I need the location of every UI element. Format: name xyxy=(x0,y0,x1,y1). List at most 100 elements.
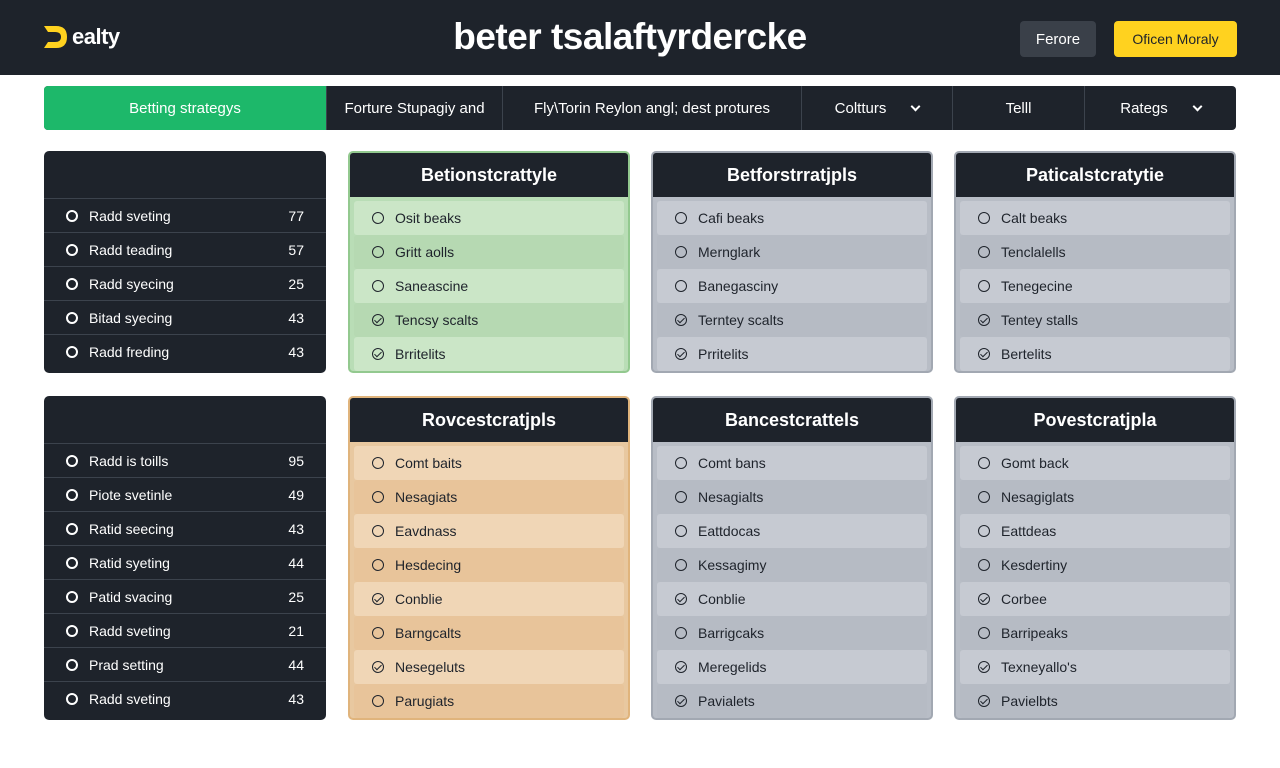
radio-icon[interactable] xyxy=(978,457,990,469)
secondary-button[interactable]: Ferore xyxy=(1020,21,1096,57)
list-item[interactable]: Kessagimy xyxy=(657,548,927,582)
list-item[interactable]: Cafi beaks xyxy=(657,201,927,235)
stats-row[interactable]: Radd sveting 77 xyxy=(44,198,326,232)
checked-circle-icon[interactable] xyxy=(372,314,384,326)
list-item[interactable]: Kesdertiny xyxy=(960,548,1230,582)
list-item[interactable]: Nesagiglats xyxy=(960,480,1230,514)
checked-circle-icon[interactable] xyxy=(372,593,384,605)
logo[interactable]: ealty xyxy=(40,20,120,54)
checked-circle-icon[interactable] xyxy=(372,661,384,673)
checked-circle-icon[interactable] xyxy=(978,314,990,326)
stats-row[interactable]: Radd syecing 25 xyxy=(44,266,326,300)
list-item[interactable]: Texneyallo's xyxy=(960,650,1230,684)
radio-icon[interactable] xyxy=(66,658,78,671)
stats-row[interactable]: Bitad syecing 43 xyxy=(44,300,326,334)
list-item[interactable]: Mernglark xyxy=(657,235,927,269)
list-item[interactable]: Conblie xyxy=(657,582,927,616)
radio-icon[interactable] xyxy=(66,277,78,290)
radio-icon[interactable] xyxy=(66,590,78,603)
list-item[interactable]: Brritelits xyxy=(354,337,624,371)
radio-icon[interactable] xyxy=(675,491,687,503)
list-item[interactable]: Tenclalells xyxy=(960,235,1230,269)
list-item[interactable]: Nesegeluts xyxy=(354,650,624,684)
radio-icon[interactable] xyxy=(66,624,78,637)
radio-icon[interactable] xyxy=(372,280,384,292)
radio-icon[interactable] xyxy=(66,243,78,256)
list-item[interactable]: Osit beaks xyxy=(354,201,624,235)
list-item[interactable]: Bertelits xyxy=(960,337,1230,371)
stats-row[interactable]: Ratid syeting 44 xyxy=(44,545,326,579)
radio-icon[interactable] xyxy=(978,212,990,224)
tab-coltturs[interactable]: Coltturs xyxy=(802,86,953,130)
radio-icon[interactable] xyxy=(66,556,78,569)
radio-icon[interactable] xyxy=(372,246,384,258)
stats-row[interactable]: Radd teading 57 xyxy=(44,232,326,266)
checked-circle-icon[interactable] xyxy=(978,348,990,360)
radio-icon[interactable] xyxy=(675,525,687,537)
stats-row[interactable]: Radd is toills 95 xyxy=(44,443,326,477)
tab-betting-strategys[interactable]: Betting strategys xyxy=(44,86,327,130)
stats-row[interactable]: Ratid seecing 43 xyxy=(44,511,326,545)
radio-icon[interactable] xyxy=(675,212,687,224)
checked-circle-icon[interactable] xyxy=(978,593,990,605)
list-item[interactable]: Barrigcaks xyxy=(657,616,927,650)
radio-icon[interactable] xyxy=(372,559,384,571)
list-item[interactable]: Prritelits xyxy=(657,337,927,371)
stats-row[interactable]: Radd freding 43 xyxy=(44,334,326,368)
list-item[interactable]: Parugiats xyxy=(354,684,624,718)
radio-icon[interactable] xyxy=(372,525,384,537)
stats-row[interactable]: Piote svetinle 49 xyxy=(44,477,326,511)
list-item[interactable]: Tencsy scalts xyxy=(354,303,624,337)
radio-icon[interactable] xyxy=(66,454,78,467)
radio-icon[interactable] xyxy=(372,491,384,503)
radio-icon[interactable] xyxy=(372,627,384,639)
radio-icon[interactable] xyxy=(978,246,990,258)
checked-circle-icon[interactable] xyxy=(978,661,990,673)
radio-icon[interactable] xyxy=(66,345,78,358)
list-item[interactable]: Barripeaks xyxy=(960,616,1230,650)
checked-circle-icon[interactable] xyxy=(675,348,687,360)
radio-icon[interactable] xyxy=(66,522,78,535)
list-item[interactable]: Terntey scalts xyxy=(657,303,927,337)
list-item[interactable]: Comt bans xyxy=(657,446,927,480)
list-item[interactable]: Nesagialts xyxy=(657,480,927,514)
list-item[interactable]: Gomt back xyxy=(960,446,1230,480)
checked-circle-icon[interactable] xyxy=(675,593,687,605)
tab-telll[interactable]: Telll xyxy=(953,86,1085,130)
list-item[interactable]: Gritt aolls xyxy=(354,235,624,269)
tab-rategs[interactable]: Rategs xyxy=(1085,86,1236,130)
list-item[interactable]: Hesdecing xyxy=(354,548,624,582)
radio-icon[interactable] xyxy=(978,491,990,503)
list-item[interactable]: Saneascine xyxy=(354,269,624,303)
radio-icon[interactable] xyxy=(66,488,78,501)
list-item[interactable]: Eattdeas xyxy=(960,514,1230,548)
list-item[interactable]: Pavielbts xyxy=(960,684,1230,718)
radio-icon[interactable] xyxy=(675,457,687,469)
list-item[interactable]: Corbee xyxy=(960,582,1230,616)
radio-icon[interactable] xyxy=(978,627,990,639)
primary-button[interactable]: Oficen Moraly xyxy=(1114,21,1237,57)
list-item[interactable]: Barngcalts xyxy=(354,616,624,650)
radio-icon[interactable] xyxy=(675,559,687,571)
radio-icon[interactable] xyxy=(675,246,687,258)
tab-forture[interactable]: Forture Stupagiy and xyxy=(327,86,503,130)
list-item[interactable]: Tenegecine xyxy=(960,269,1230,303)
radio-icon[interactable] xyxy=(675,280,687,292)
stats-row[interactable]: Radd sveting 21 xyxy=(44,613,326,647)
checked-circle-icon[interactable] xyxy=(978,695,990,707)
radio-icon[interactable] xyxy=(66,692,78,705)
stats-row[interactable]: Radd sveting 43 xyxy=(44,681,326,715)
checked-circle-icon[interactable] xyxy=(372,348,384,360)
list-item[interactable]: Nesagiats xyxy=(354,480,624,514)
list-item[interactable]: Conblie xyxy=(354,582,624,616)
checked-circle-icon[interactable] xyxy=(675,695,687,707)
radio-icon[interactable] xyxy=(675,627,687,639)
radio-icon[interactable] xyxy=(372,212,384,224)
checked-circle-icon[interactable] xyxy=(675,314,687,326)
radio-icon[interactable] xyxy=(372,457,384,469)
radio-icon[interactable] xyxy=(978,559,990,571)
radio-icon[interactable] xyxy=(66,311,78,324)
list-item[interactable]: Tentey stalls xyxy=(960,303,1230,337)
radio-icon[interactable] xyxy=(66,209,78,222)
checked-circle-icon[interactable] xyxy=(675,661,687,673)
